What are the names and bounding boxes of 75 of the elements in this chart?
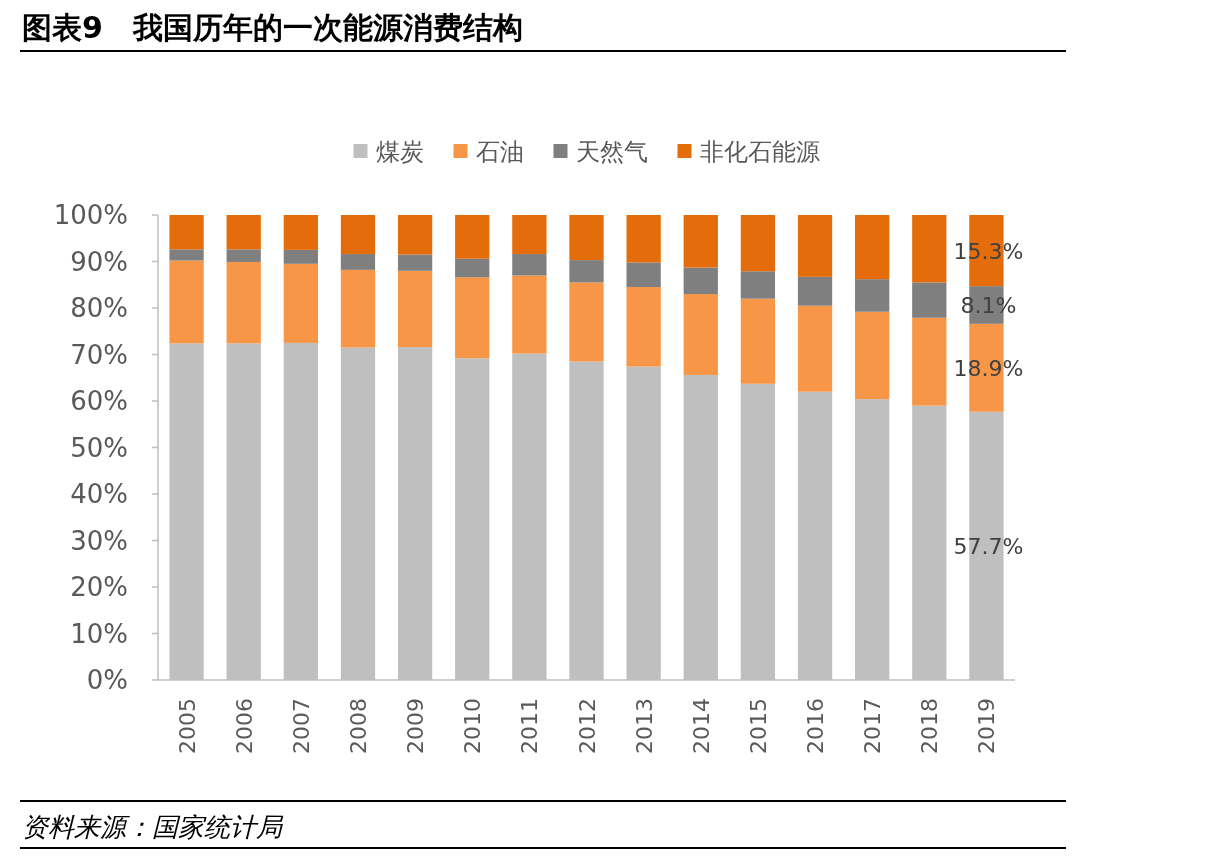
- legend-label: 石油: [475, 138, 524, 166]
- bar: [912, 282, 947, 318]
- y-tick-label: 90%: [70, 246, 128, 277]
- bar: [455, 258, 490, 278]
- x-tick-label: 2013: [631, 698, 657, 754]
- bar: [512, 254, 547, 276]
- bar: [340, 215, 376, 255]
- bar: [740, 215, 776, 272]
- data-label: 57.7%: [953, 533, 1024, 559]
- bar: [340, 269, 376, 348]
- legend-label: 煤炭: [375, 138, 424, 166]
- y-tick-label: 10%: [70, 618, 128, 649]
- bar: [283, 263, 318, 343]
- x-tick-label: 2017: [860, 698, 886, 754]
- y-tick-label: 100%: [53, 200, 128, 230]
- bar: [626, 215, 661, 263]
- bar: [855, 215, 890, 280]
- bar: [797, 305, 833, 392]
- x-tick-label: 2015: [745, 698, 771, 754]
- bar: [683, 215, 718, 268]
- y-tick-label: 60%: [70, 386, 128, 416]
- x-tick-label: 2009: [403, 698, 429, 754]
- bar: [855, 311, 890, 400]
- bar: [512, 275, 547, 354]
- bar: [797, 215, 833, 277]
- x-tick-label: 2011: [517, 698, 543, 754]
- bar: [797, 276, 833, 306]
- legend-label: 非化石能源: [699, 138, 820, 166]
- x-tick-label: 2005: [174, 698, 200, 754]
- x-tick-label: 2006: [231, 698, 257, 754]
- bar: [683, 294, 718, 375]
- bar: [855, 279, 890, 312]
- bar: [569, 215, 604, 261]
- bar: [912, 215, 947, 283]
- x-tick-label: 2008: [345, 698, 371, 754]
- bar: [455, 277, 490, 359]
- bar: [626, 287, 661, 367]
- bar: [169, 215, 204, 250]
- y-tick-label: 70%: [70, 339, 128, 370]
- x-tick-label: 2010: [460, 698, 486, 754]
- x-tick-label: 2016: [803, 698, 829, 754]
- bar: [169, 260, 204, 344]
- y-tick-label: 0%: [86, 665, 128, 695]
- y-tick-label: 80%: [70, 293, 128, 323]
- x-tick-label: 2019: [974, 698, 1000, 754]
- bar: [340, 254, 376, 270]
- bar: [683, 267, 718, 295]
- x-tick-label: 2018: [917, 698, 943, 754]
- y-tick-label: 50%: [70, 432, 128, 463]
- legend-label: 天然气: [575, 138, 648, 166]
- bar: [397, 254, 433, 271]
- y-tick-label: 20%: [70, 572, 128, 602]
- bar: [512, 215, 547, 255]
- bar: [626, 262, 661, 288]
- x-tick-label: 2007: [288, 698, 314, 754]
- bar: [740, 298, 776, 384]
- bar: [169, 249, 204, 261]
- text: 资料来源：国家统计局: [22, 812, 284, 842]
- bar: [569, 282, 604, 362]
- x-tick-label: 2014: [688, 698, 714, 754]
- bar: [283, 249, 318, 264]
- x-tick-label: 2012: [574, 698, 600, 754]
- chart-title: 图表9 我国历年的一次能源消费结构: [22, 10, 523, 45]
- bar: [397, 270, 433, 348]
- bar: [226, 261, 261, 344]
- bar: [226, 215, 261, 250]
- bar: [226, 249, 261, 262]
- y-tick-label: 30%: [70, 525, 128, 556]
- bar: [740, 271, 776, 299]
- bar: [569, 260, 604, 283]
- bar: [455, 215, 490, 259]
- bar: [397, 215, 433, 255]
- y-tick-label: 40%: [70, 479, 128, 509]
- bar: [283, 215, 318, 250]
- bar: [912, 317, 947, 406]
